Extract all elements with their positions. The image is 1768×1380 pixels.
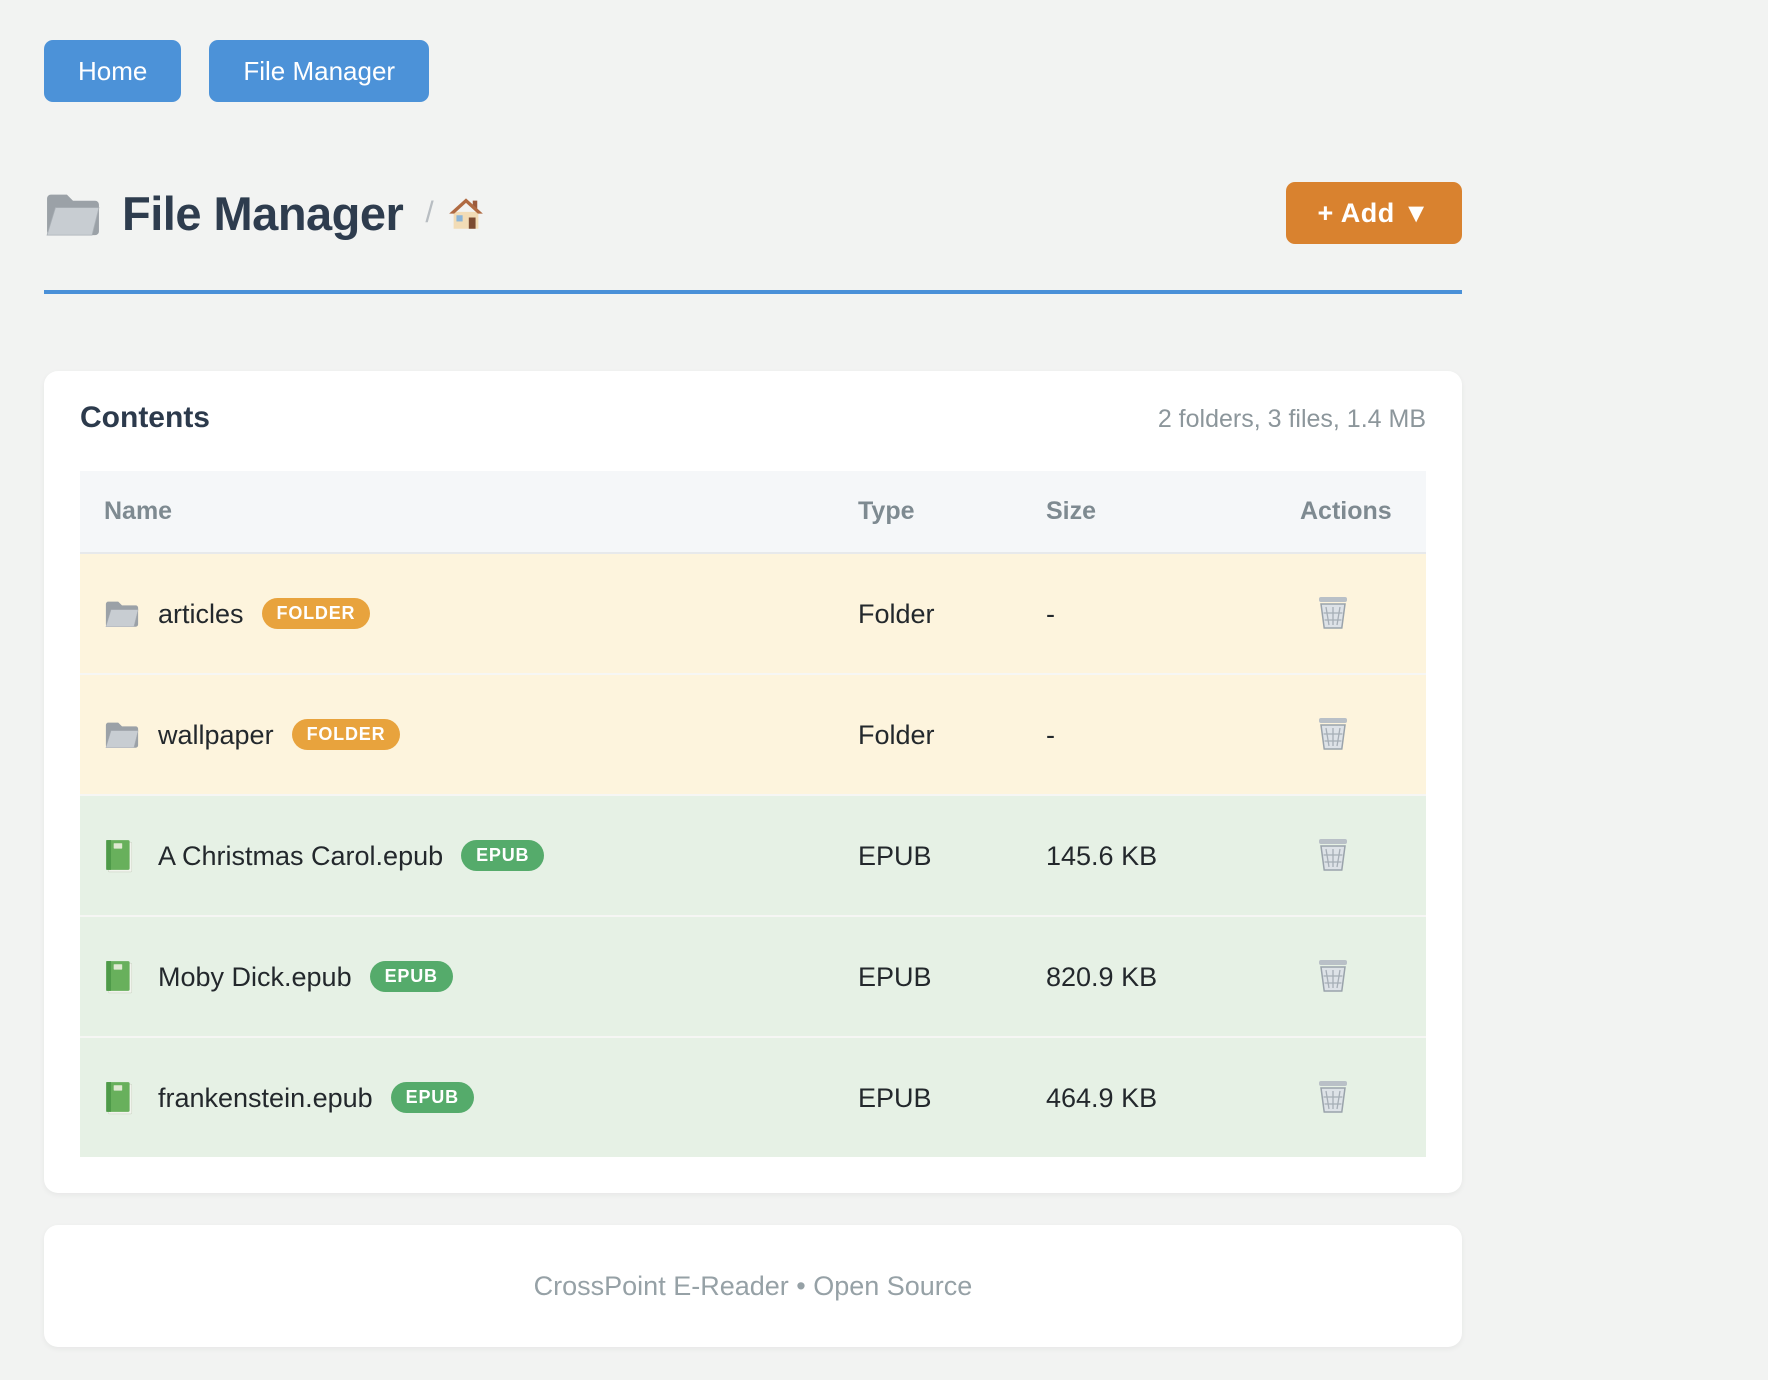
file-name: Moby Dick.epub [158,961,352,992]
footer: CrossPoint E-Reader • Open Source [44,1225,1462,1347]
column-header-size: Size [1022,471,1276,554]
file-name: A Christmas Carol.epub [158,840,444,871]
book-icon [104,839,140,873]
file-name: wallpaper [158,719,274,750]
file-name-link[interactable]: frankenstein.epub EPUB [104,1081,810,1115]
file-name-link[interactable]: articles FOLDER [104,597,810,631]
size-cell: 464.9 KB [1046,1082,1158,1113]
delete-button[interactable] [1316,715,1350,754]
type-cell: Folder [858,719,935,750]
size-cell: - [1046,719,1055,750]
folder-badge: FOLDER [261,598,371,629]
table-header-row: Name Type Size Actions [80,471,1426,554]
delete-button[interactable] [1316,594,1350,633]
column-header-type: Type [834,471,1022,554]
add-button[interactable]: + Add ▼ [1285,182,1462,244]
folder-icon [104,718,140,752]
file-name: frankenstein.epub [158,1082,373,1113]
page-header: File Manager / + Add ▼ [44,180,1462,246]
file-name-link[interactable]: A Christmas Carol.epub EPUB [104,839,810,873]
epub-badge: EPUB [390,1082,474,1113]
table-row[interactable]: Moby Dick.epub EPUB EPUB 820.9 KB [80,916,1426,1037]
type-cell: EPUB [858,1082,932,1113]
trash-icon [1316,836,1350,875]
column-header-actions: Actions [1276,471,1426,554]
column-header-name: Name [80,471,834,554]
home-button[interactable]: Home [44,40,182,102]
table-row[interactable]: frankenstein.epub EPUB EPUB 464.9 KB [80,1037,1426,1157]
title-group: File Manager / [44,186,484,241]
table-row[interactable]: A Christmas Carol.epub EPUB EPUB 145.6 K… [80,795,1426,916]
contents-heading: Contents [80,401,210,434]
folder-icon [104,597,140,631]
file-name-link[interactable]: wallpaper FOLDER [104,718,810,752]
size-cell: - [1046,598,1055,629]
trash-icon [1316,594,1350,633]
book-icon [104,960,140,994]
breadcrumb-separator: / [425,196,434,229]
top-nav: Home File Manager [44,40,1462,102]
folder-icon [44,188,102,238]
file-name-link[interactable]: Moby Dick.epub EPUB [104,960,810,994]
footer-text: CrossPoint E-Reader • Open Source [533,1270,973,1301]
contents-card: Contents 2 folders, 3 files, 1.4 MB Name… [44,371,1462,1193]
trash-icon [1316,1078,1350,1117]
file-name: articles [158,598,244,629]
contents-card-header: Contents 2 folders, 3 files, 1.4 MB [80,401,1426,445]
delete-button[interactable] [1316,836,1350,875]
folder-badge: FOLDER [291,719,401,750]
epub-badge: EPUB [369,961,453,992]
page: Home File Manager File Manager / + Add ▼… [44,0,1462,1347]
delete-button[interactable] [1316,957,1350,996]
type-cell: EPUB [858,961,932,992]
file-manager-button[interactable]: File Manager [209,40,430,102]
type-cell: Folder [858,598,935,629]
book-icon [104,1081,140,1115]
size-cell: 820.9 KB [1046,961,1158,992]
type-cell: EPUB [858,840,932,871]
home-icon[interactable] [448,196,484,230]
contents-summary: 2 folders, 3 files, 1.4 MB [1157,405,1426,433]
page-title: File Manager [122,186,404,240]
table-row[interactable]: wallpaper FOLDER Folder - [80,674,1426,795]
epub-badge: EPUB [461,840,545,871]
header-divider [44,290,1462,294]
size-cell: 145.6 KB [1046,840,1158,871]
trash-icon [1316,715,1350,754]
trash-icon [1316,957,1350,996]
breadcrumb: / [425,196,483,230]
file-table: Name Type Size Actions articles FOLDER F… [80,471,1426,1157]
table-row[interactable]: articles FOLDER Folder - [80,553,1426,674]
delete-button[interactable] [1316,1078,1350,1117]
